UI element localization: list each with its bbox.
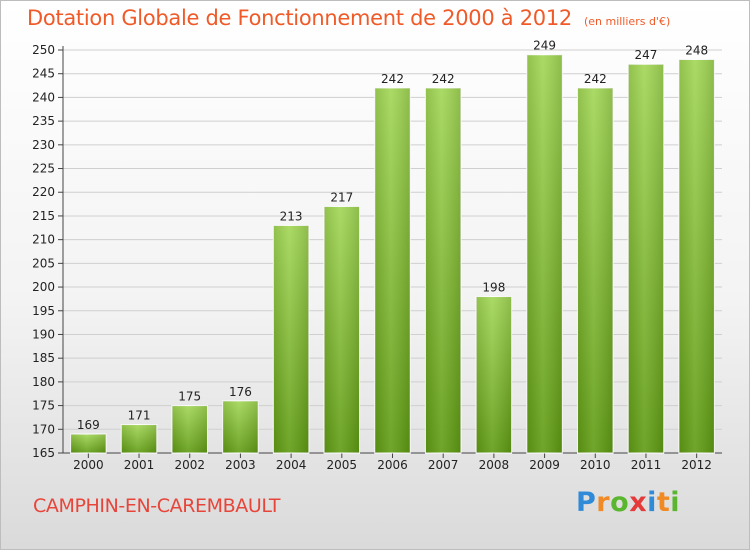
chart-subtitle: (en milliers d'€) [583,15,671,28]
data-label: 176 [229,385,252,399]
data-label: 247 [635,48,658,62]
logo-letter: r [596,487,611,518]
data-label: 217 [330,190,353,204]
y-tick-label: 215 [32,209,55,223]
x-tick-label: 2008 [479,458,510,472]
x-tick-label: 2012 [681,458,712,472]
y-tick-label: 170 [32,422,55,436]
data-label: 213 [280,209,303,223]
data-label: 171 [128,409,151,423]
x-tick-label: 2002 [174,458,205,472]
bar-shading [526,54,563,453]
x-tick-label: 2010 [580,458,611,472]
y-tick-label: 240 [32,90,55,104]
proxiti-logo: Proxiti [576,487,680,518]
y-tick-label: 190 [32,327,55,341]
commune-name: CAMPHIN-EN-CAREMBAULT [33,495,281,517]
chart-title: Dotation Globale de Fonctionnement de 20… [27,6,671,30]
logo-letter: i [670,487,681,518]
y-tick-label: 245 [32,67,55,81]
bars [70,54,715,454]
logo-letter: x [629,487,648,518]
y-tick-label: 225 [32,162,55,176]
axes: 165 170 175 180 185 190 195 200 205 210 215 220 225 2… [32,43,722,472]
bar-shading [70,434,107,453]
x-tick-label: 2001 [124,458,155,472]
bar-shading [425,87,461,453]
data-label: 242 [381,72,404,86]
logo-letter: o [610,487,630,518]
logo-letter: i [647,487,657,518]
data-label: 198 [482,281,505,295]
x-tick-label: 2006 [377,458,408,472]
x-tick-label: 2007 [428,458,459,472]
bar-shading [476,296,512,453]
bar-shading [628,64,664,454]
bar-shading [222,400,259,453]
data-labels: 169 171 175 176 213 217 242 242 198 249 242 247 248 [77,39,708,432]
y-tick-label: 220 [32,185,55,199]
bar-shading [171,405,208,453]
y-tick-label: 165 [32,446,55,460]
y-tick-label: 230 [32,138,55,152]
data-label: 242 [584,72,607,86]
data-label: 175 [178,390,201,404]
x-tick-label: 2011 [631,458,662,472]
y-tick-label: 175 [32,399,55,413]
bar-shading [273,225,309,453]
data-label: 169 [77,418,100,432]
data-label: 249 [533,39,556,53]
logo-letter: t [656,487,671,518]
bar-shading [577,87,614,453]
bar-shading [374,87,411,453]
x-tick-label: 2004 [276,458,307,472]
x-tick-label: 2000 [73,458,104,472]
x-tick-label: 2003 [225,458,256,472]
x-tick-label: 2005 [327,458,358,472]
bar-shading [121,424,157,453]
bar-shading [678,59,715,453]
y-tick-label: 180 [32,375,55,389]
x-tick-label: 2009 [529,458,560,472]
y-tick-label: 195 [32,304,55,318]
y-tick-label: 200 [32,280,55,294]
y-tick-label: 205 [32,256,55,270]
y-tick-label: 235 [32,114,55,128]
y-tick-label: 250 [32,43,55,57]
data-label: 248 [685,43,708,57]
logo-letter: P [576,487,597,518]
y-tick-label: 210 [32,233,55,247]
bar-shading [324,206,360,453]
y-tick-label: 185 [32,351,55,365]
data-label: 242 [432,72,455,86]
